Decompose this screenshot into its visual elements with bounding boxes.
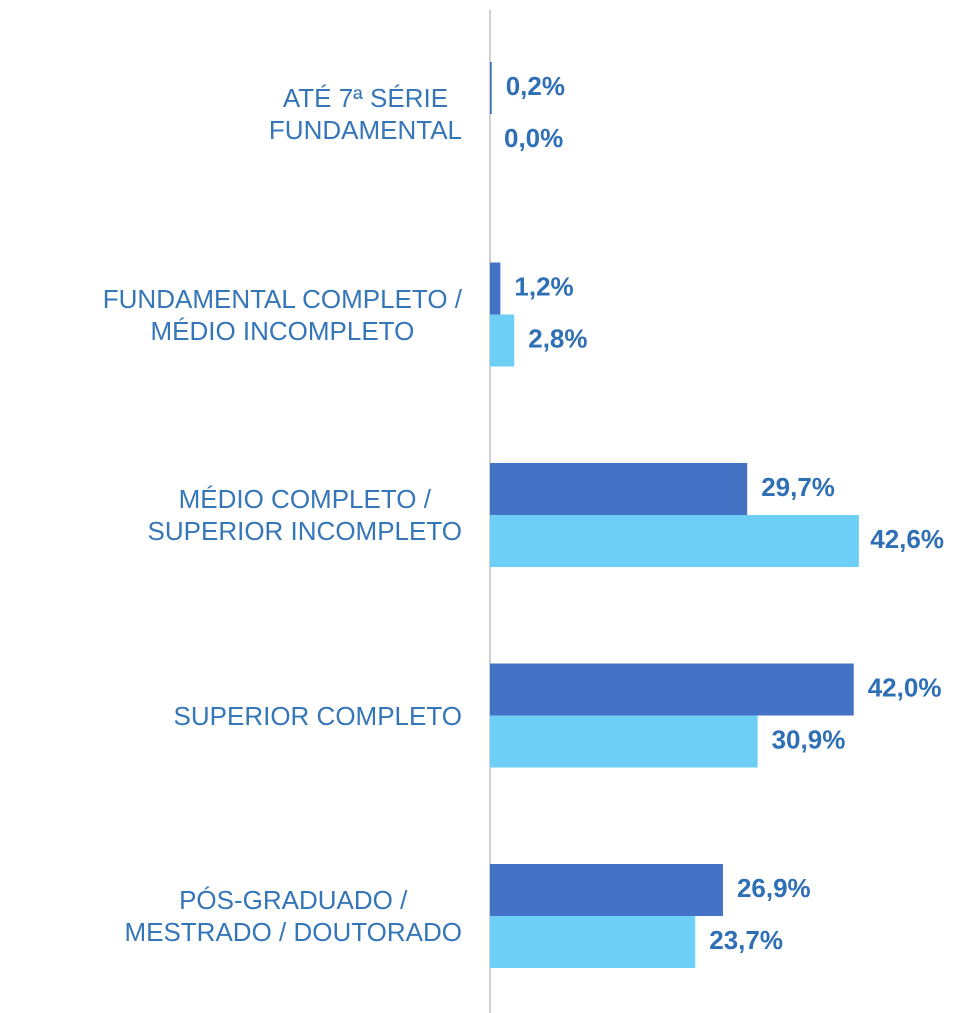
category-label: ATÉ 7ª SÉRIE FUNDAMENTAL <box>268 83 462 145</box>
value-label: 0,2% <box>506 71 565 101</box>
value-label: 26,9% <box>737 873 811 903</box>
bar <box>490 314 515 367</box>
category-label: PÓS-GRADUADO / MESTRADO / DOUTORADO <box>124 885 462 947</box>
value-label: 0,0% <box>504 123 563 153</box>
value-label: 30,9% <box>772 724 846 754</box>
bar <box>490 515 859 567</box>
category-label: SUPERIOR COMPLETO <box>173 700 462 731</box>
bar <box>490 663 854 716</box>
bar <box>490 463 748 515</box>
bar <box>490 262 501 315</box>
value-label: 1,2% <box>514 271 573 301</box>
value-label: 42,0% <box>868 672 942 702</box>
value-label: 29,7% <box>761 472 835 502</box>
bar <box>490 715 758 768</box>
value-label: 42,6% <box>870 524 944 554</box>
bar <box>490 62 492 114</box>
value-label: 23,7% <box>709 925 783 955</box>
bar <box>490 864 723 916</box>
bar <box>490 916 696 968</box>
category-label: FUNDAMENTAL COMPLETO / MÉDIO INCOMPLETO <box>102 283 462 346</box>
value-label: 2,8% <box>528 323 587 353</box>
category-label: MÉDIO COMPLETO / SUPERIOR INCOMPLETO <box>147 484 462 546</box>
